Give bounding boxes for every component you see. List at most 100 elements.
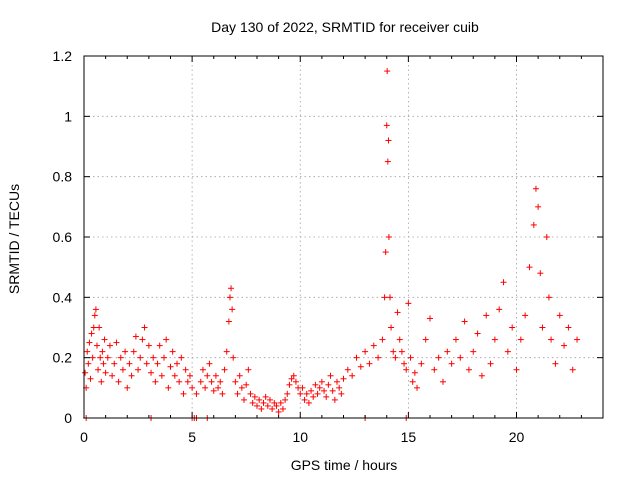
- data-point: [85, 360, 92, 367]
- data-point: [569, 366, 576, 373]
- data-point: [89, 354, 96, 361]
- data-point: [208, 378, 215, 385]
- x-tick-label: 20: [509, 429, 525, 445]
- y-tick-label: 0.2: [53, 350, 73, 366]
- data-point: [411, 369, 418, 376]
- data-point: [310, 393, 317, 400]
- data-point: [169, 348, 176, 355]
- data-point: [284, 390, 291, 397]
- data-point: [290, 372, 297, 379]
- data-point: [165, 384, 172, 391]
- data-point: [92, 306, 99, 313]
- data-point: [483, 312, 490, 319]
- data-point: [271, 399, 278, 406]
- x-tick-label: 0: [80, 429, 88, 445]
- data-point: [215, 384, 222, 391]
- data-point: [104, 354, 111, 361]
- data-point: [254, 402, 260, 409]
- y-tick-label: 1.2: [53, 48, 73, 64]
- data-point: [101, 336, 108, 343]
- data-point: [275, 408, 282, 415]
- data-point: [530, 221, 537, 228]
- data-point: [238, 384, 245, 391]
- data-point: [314, 390, 321, 397]
- data-point: [84, 348, 91, 355]
- data-point: [88, 330, 95, 337]
- data-point: [552, 360, 559, 367]
- data-point: [385, 234, 392, 240]
- data-point: [513, 366, 520, 373]
- data-point: [173, 360, 180, 367]
- data-point: [386, 294, 393, 301]
- data-point: [230, 354, 237, 361]
- data-point: [219, 390, 226, 397]
- data-point: [556, 312, 563, 319]
- data-point: [491, 336, 498, 343]
- data-point: [465, 366, 472, 373]
- data-point: [292, 378, 299, 385]
- data-point: [427, 315, 433, 322]
- data-point: [182, 366, 189, 373]
- data-point: [340, 375, 347, 382]
- data-point: [82, 369, 89, 376]
- data-point: [382, 249, 389, 256]
- data-point: [279, 405, 286, 412]
- data-point: [249, 399, 256, 406]
- data-point: [277, 399, 284, 406]
- data-point: [128, 372, 135, 379]
- data-point: [260, 399, 267, 406]
- data-point: [431, 366, 438, 373]
- data-point: [95, 366, 102, 373]
- data-point: [117, 354, 124, 361]
- data-point: [385, 137, 392, 144]
- data-point: [384, 158, 391, 165]
- data-point: [152, 378, 159, 385]
- data-point: [100, 360, 107, 367]
- data-point: [539, 324, 546, 331]
- data-point: [336, 384, 343, 391]
- data-point: [141, 324, 148, 331]
- data-point: [414, 384, 421, 391]
- data-point: [97, 354, 104, 361]
- data-point: [327, 372, 334, 379]
- data-point: [113, 339, 120, 346]
- data-point: [366, 360, 373, 367]
- data-points: [82, 68, 581, 421]
- data-point: [407, 354, 414, 361]
- data-point: [176, 378, 183, 385]
- data-point: [384, 68, 391, 75]
- data-point: [370, 342, 377, 349]
- x-tick-label: 15: [401, 429, 417, 445]
- data-point: [234, 390, 241, 397]
- data-point: [381, 294, 388, 301]
- x-tick-label: 10: [292, 429, 308, 445]
- data-point: [171, 372, 178, 379]
- data-point: [325, 381, 332, 388]
- data-point: [139, 336, 146, 343]
- data-point: [390, 348, 397, 355]
- data-point: [545, 294, 552, 301]
- data-point: [145, 342, 152, 349]
- data-point: [210, 387, 217, 394]
- data-point: [461, 318, 468, 325]
- data-point: [478, 372, 485, 379]
- data-point: [375, 354, 382, 361]
- data-point: [212, 372, 219, 379]
- y-tick-label: 0.4: [53, 289, 73, 305]
- data-point: [286, 381, 293, 388]
- data-point: [517, 336, 524, 343]
- data-point: [163, 336, 170, 343]
- data-point: [247, 390, 254, 397]
- data-point: [251, 393, 258, 400]
- data-point: [522, 312, 529, 319]
- data-point: [288, 375, 295, 382]
- data-point: [199, 366, 206, 373]
- data-point: [439, 378, 446, 385]
- data-point: [297, 390, 304, 397]
- x-tick-label: 5: [188, 429, 196, 445]
- data-point: [338, 390, 345, 397]
- axis-ticks: 0 5 10 15 20 0 0.2 0.4 0.6 0.8 1 1.2: [53, 48, 603, 445]
- data-point: [392, 354, 399, 361]
- data-point: [349, 372, 356, 379]
